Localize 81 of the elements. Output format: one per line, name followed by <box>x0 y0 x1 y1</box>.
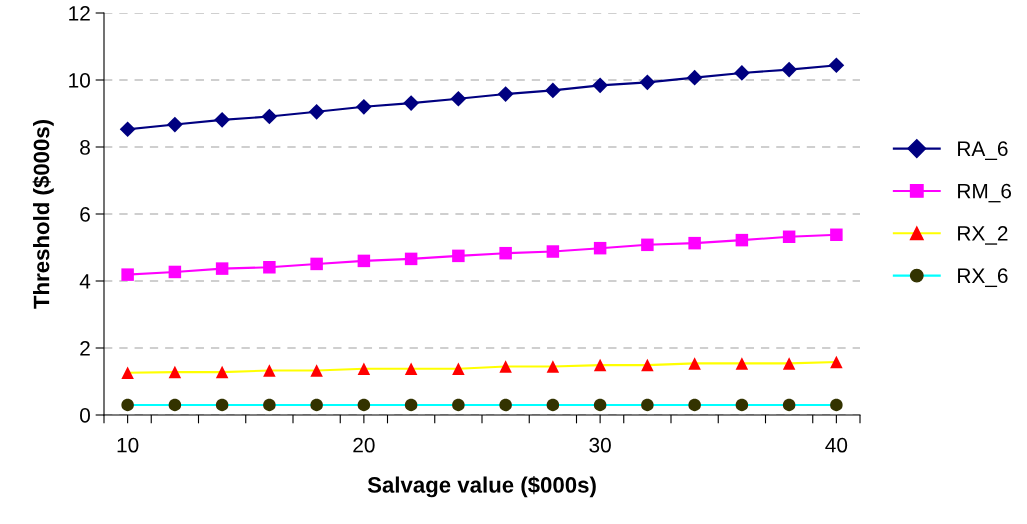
point <box>215 398 229 412</box>
point <box>263 398 276 412</box>
point <box>121 268 134 281</box>
point <box>781 61 797 78</box>
point <box>403 95 419 111</box>
point <box>215 262 229 275</box>
y-axis-title: Threshold ($000s) <box>32 120 54 309</box>
point <box>214 112 230 128</box>
point <box>593 358 607 372</box>
y-tick-label: 10 <box>69 73 90 88</box>
point <box>641 238 654 252</box>
y-tick-label: 0 <box>80 408 90 423</box>
y-tick-label: 4 <box>79 274 91 289</box>
point <box>735 398 749 412</box>
point <box>168 365 182 379</box>
legend-label: RM_6 <box>958 183 1012 203</box>
point <box>452 398 465 412</box>
point <box>119 121 136 138</box>
point <box>357 254 371 268</box>
point <box>168 398 182 412</box>
point <box>735 357 749 370</box>
point <box>782 398 796 412</box>
point <box>499 360 512 373</box>
point <box>404 252 418 266</box>
point <box>497 86 514 102</box>
point <box>404 398 418 412</box>
point <box>546 398 560 412</box>
point <box>499 398 512 412</box>
point <box>592 77 608 94</box>
x-tick-label: 40 <box>825 437 848 453</box>
point <box>688 398 701 412</box>
legend-label: RX_6 <box>958 268 1008 288</box>
y-tick-label: 2 <box>80 341 90 356</box>
point <box>452 249 465 263</box>
point <box>641 358 654 372</box>
point <box>686 69 703 86</box>
point <box>263 364 276 377</box>
point <box>735 233 749 247</box>
point <box>641 398 654 412</box>
point <box>830 355 843 369</box>
x-tick-label: 20 <box>353 437 375 453</box>
point <box>546 245 560 258</box>
point <box>310 364 323 377</box>
x-axis-title: Salvage value ($000s) <box>367 476 596 498</box>
point <box>828 57 845 74</box>
point <box>404 362 418 376</box>
point <box>450 90 467 107</box>
point <box>499 246 512 260</box>
point <box>830 228 843 242</box>
point <box>308 103 325 120</box>
point <box>830 398 843 412</box>
point <box>545 82 561 99</box>
point <box>357 362 371 376</box>
legend-label: RX_2 <box>958 226 1008 245</box>
point <box>263 261 276 274</box>
point <box>310 398 323 412</box>
point <box>639 74 656 91</box>
legend-label: RA_6 <box>958 141 1008 161</box>
point <box>688 236 701 250</box>
point <box>121 366 134 380</box>
point <box>452 362 465 376</box>
x-tick-label: 30 <box>589 437 611 453</box>
point <box>593 398 607 412</box>
point <box>356 98 372 115</box>
point <box>782 357 796 370</box>
point <box>688 357 701 370</box>
point <box>121 398 134 412</box>
point <box>593 241 607 255</box>
point <box>546 360 560 373</box>
point <box>310 257 323 271</box>
point <box>261 108 278 125</box>
point <box>215 365 229 379</box>
y-tick-label: 12 <box>69 6 90 21</box>
point <box>168 265 182 279</box>
y-tick-label: 6 <box>80 207 90 222</box>
y-tick-label: 8 <box>80 140 90 155</box>
point <box>357 398 371 412</box>
point <box>734 65 750 81</box>
point <box>167 116 183 133</box>
point <box>782 230 796 244</box>
x-tick-label: 10 <box>117 437 139 453</box>
